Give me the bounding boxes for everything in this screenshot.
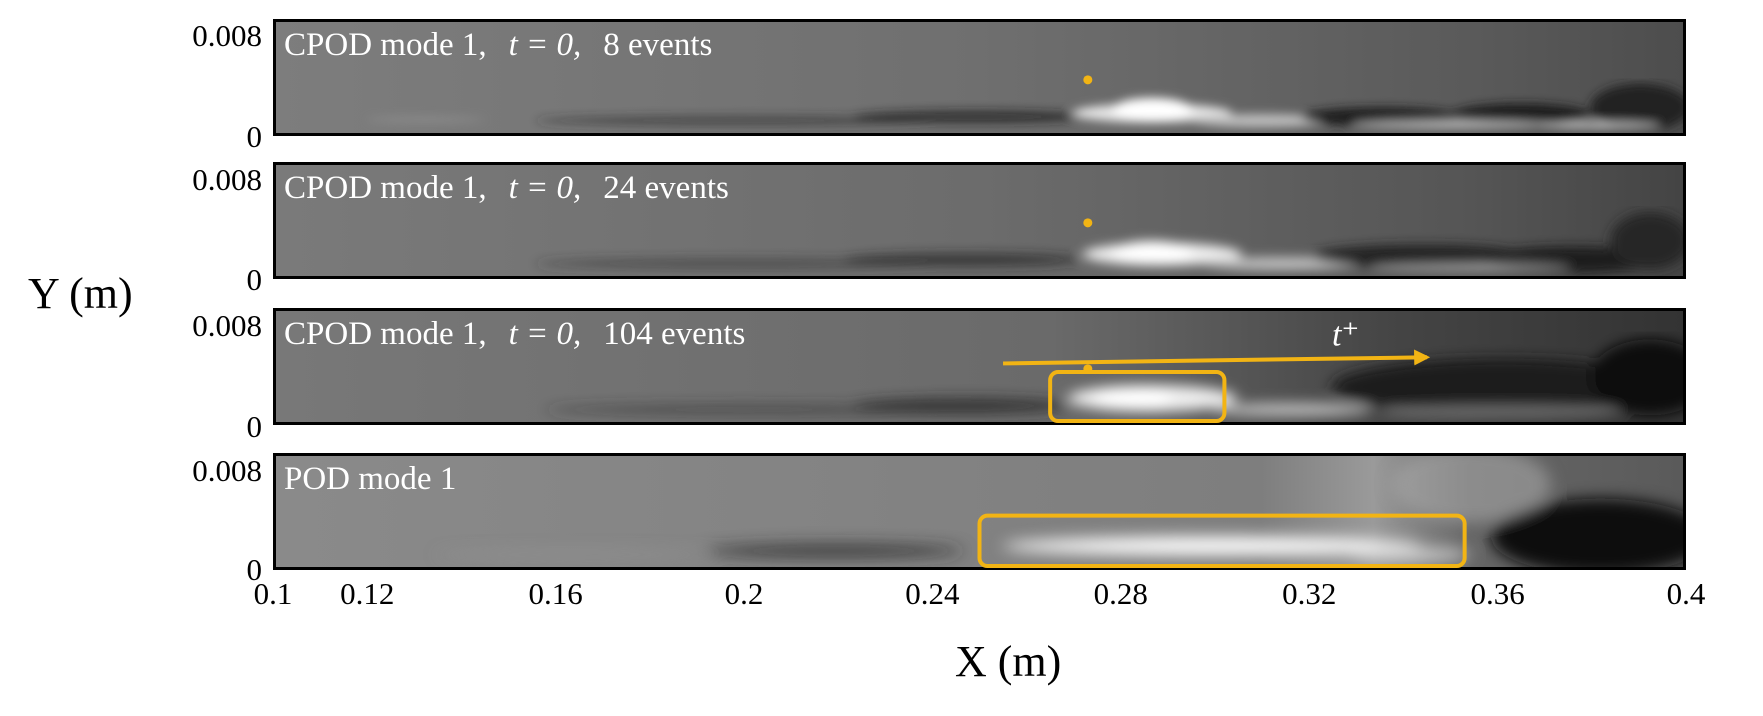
x-tick-label: 0.28 bbox=[1093, 576, 1148, 611]
field-image bbox=[276, 165, 1683, 276]
time-label: t = 0, bbox=[508, 170, 582, 206]
field-image bbox=[276, 22, 1683, 133]
time-label: t = 0, bbox=[508, 27, 582, 63]
panel-label: CPOD mode 1, t = 0, 24 events bbox=[284, 170, 729, 207]
panel-pod: POD mode 1 bbox=[273, 453, 1686, 570]
mode-label: CPOD mode 1, bbox=[284, 170, 487, 206]
panel-label: POD mode 1 bbox=[284, 461, 456, 498]
y-tick-label: 0 bbox=[246, 552, 263, 587]
x-tick-label: 0.4 bbox=[1666, 576, 1706, 611]
mode-label: POD mode 1 bbox=[284, 461, 457, 497]
y-tick-label: 0 bbox=[246, 409, 263, 444]
panel-label: CPOD mode 1, t = 0, 8 events bbox=[284, 27, 712, 64]
x-tick-label: 0.24 bbox=[905, 576, 960, 611]
events-label: 8 events bbox=[603, 27, 713, 63]
time-label: t = 0, bbox=[508, 316, 582, 352]
x-tick-label: 0.16 bbox=[528, 576, 583, 611]
x-tick-label: 0.1 bbox=[253, 576, 293, 611]
y-tick-label: 0.008 bbox=[192, 162, 262, 197]
y-tick-label: 0.008 bbox=[192, 453, 262, 488]
x-tick-label: 0.2 bbox=[724, 576, 764, 611]
panel-cpod-8-events: CPOD mode 1, t = 0, 8 events bbox=[273, 19, 1686, 136]
y-axis-label: Y (m) bbox=[28, 269, 133, 318]
y-tick-label: 0.008 bbox=[192, 308, 262, 343]
x-axis-label: X (m) bbox=[955, 637, 1062, 686]
y-tick-label: 0.008 bbox=[192, 18, 262, 53]
y-tick-label: 0 bbox=[246, 262, 263, 297]
panel-cpod-24-events: CPOD mode 1, t = 0, 24 events bbox=[273, 162, 1686, 279]
mode-label: CPOD mode 1, bbox=[284, 316, 487, 352]
events-label: 104 events bbox=[603, 316, 746, 352]
mode-label: CPOD mode 1, bbox=[284, 27, 487, 63]
panel-cpod-104-events: CPOD mode 1, t = 0, 104 events bbox=[273, 308, 1686, 425]
y-tick-label: 0 bbox=[246, 119, 263, 154]
events-label: 24 events bbox=[603, 170, 729, 206]
field-image bbox=[276, 456, 1683, 567]
x-tick-label: 0.36 bbox=[1470, 576, 1525, 611]
x-tick-label: 0.32 bbox=[1282, 576, 1337, 611]
x-tick-label: 0.12 bbox=[340, 576, 395, 611]
panel-label: CPOD mode 1, t = 0, 104 events bbox=[284, 316, 745, 353]
